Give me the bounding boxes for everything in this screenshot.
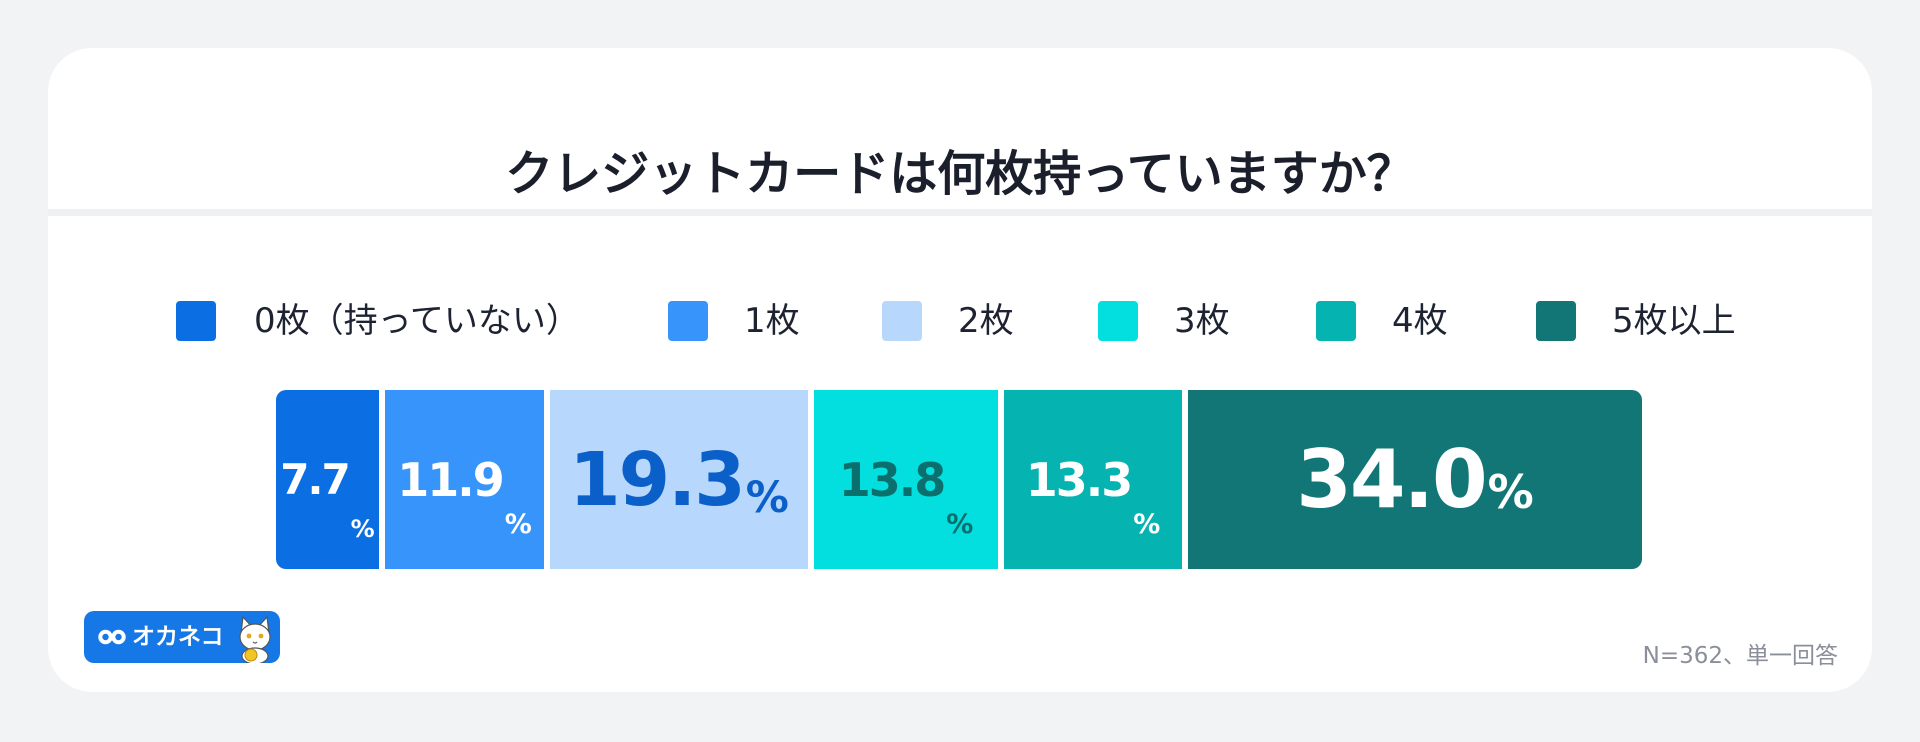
- bar-segment-1: 11.9%: [385, 390, 544, 569]
- legend-swatch: [1316, 301, 1356, 341]
- title-divider: [48, 209, 1872, 216]
- bar-value-percent: %: [1487, 465, 1534, 519]
- bar-value-number: 13.3: [1025, 452, 1133, 507]
- legend-swatch: [1536, 301, 1576, 341]
- bar-value-percent: %: [745, 473, 789, 523]
- bar-segment-5: 34.0%: [1188, 390, 1642, 569]
- bar-segment-3: 13.8%: [814, 390, 998, 569]
- bar-value-number: 34.0: [1296, 433, 1487, 526]
- legend-label: 5枚以上: [1612, 301, 1736, 341]
- legend-swatch: [668, 301, 708, 341]
- legend-swatch: [1098, 301, 1138, 341]
- bar-value-label: 11.9%: [385, 390, 544, 569]
- cat-mascot-icon: [239, 615, 271, 663]
- legend-label: 1枚: [744, 301, 800, 341]
- chart-title: クレジットカードは何枚持っていますか？: [505, 146, 1415, 202]
- bar-value-label: 13.8%: [814, 390, 998, 569]
- bar-value-number: 11.9: [397, 452, 504, 507]
- bar-segment-4: 13.3%: [1004, 390, 1182, 569]
- bar-value-label: 13.3%: [1004, 390, 1182, 569]
- legend-label: 4枚: [1392, 301, 1448, 341]
- okaneko-logo: オカネコ: [84, 611, 280, 663]
- legend-swatch: [882, 301, 922, 341]
- legend-label: 0枚（持っていない）: [254, 301, 580, 341]
- bar-value-number: 19.3: [569, 436, 746, 523]
- brand-name: オカネコ: [132, 624, 224, 650]
- legend-swatch: [176, 301, 216, 341]
- bar-segment-2: 19.3%: [550, 390, 808, 569]
- bar-value-percent: %: [946, 509, 974, 540]
- chart-card: クレジットカードは何枚持っていますか？ 0枚（持っていない） 1枚 2枚 3枚 4枚 5枚…: [48, 48, 1872, 692]
- bar-value-number: 13.8: [838, 452, 946, 507]
- legend-label: 3枚: [1174, 301, 1230, 341]
- legend-label: 2枚: [958, 301, 1014, 341]
- bar-value-label: 7.7%: [276, 390, 379, 569]
- infinity-icon: [98, 629, 126, 645]
- bar-value-label: 19.3%: [550, 390, 808, 569]
- bar-segment-0: 7.7%: [276, 390, 379, 569]
- sample-note: N=362、単一回答: [1642, 643, 1838, 669]
- bar-value-label: 34.0%: [1188, 390, 1642, 569]
- bar-value-percent: %: [350, 515, 375, 543]
- bar-value-number: 7.7: [280, 455, 350, 504]
- bar-value-percent: %: [504, 509, 532, 540]
- bar-value-percent: %: [1133, 509, 1161, 540]
